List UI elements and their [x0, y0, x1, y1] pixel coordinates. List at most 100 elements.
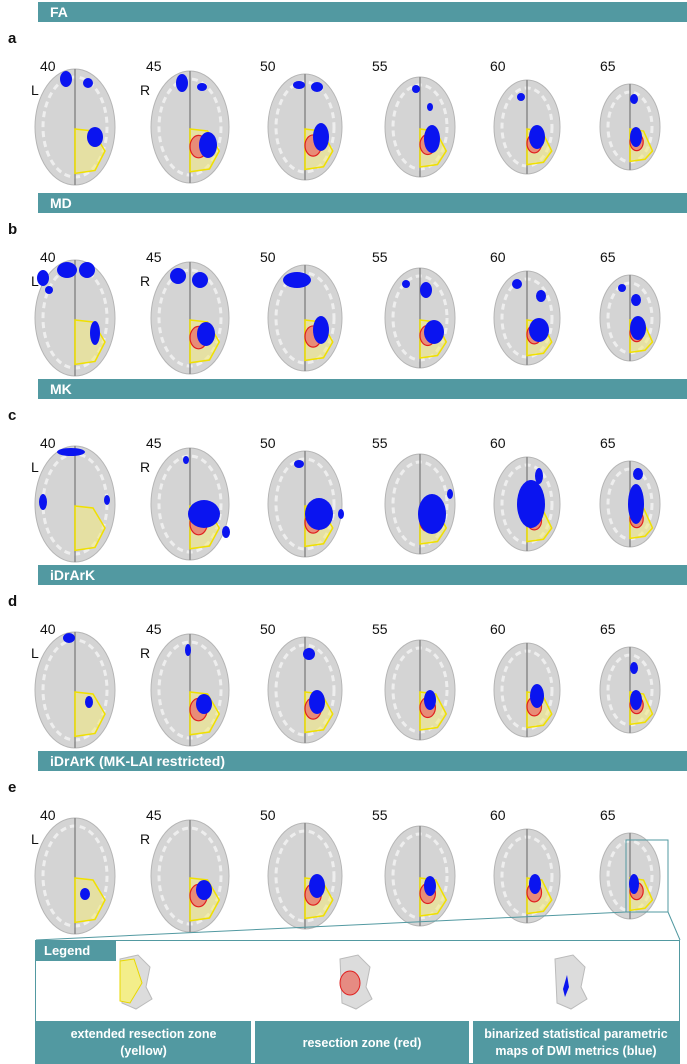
slice-label: 45: [146, 58, 162, 74]
brain-slice: [267, 264, 343, 372]
dwi-blob: [188, 500, 220, 528]
brain-slice: [150, 70, 230, 184]
brain-slice: [384, 76, 456, 178]
panel-header-b: MD: [38, 193, 687, 213]
slice-label: 65: [600, 621, 616, 637]
dwi-blob: [313, 123, 329, 151]
dwi-blob: [424, 690, 436, 710]
orientation-left: L: [31, 645, 39, 661]
dwi-blob: [631, 294, 641, 306]
dwi-blob: [283, 272, 311, 288]
dwi-blob: [628, 484, 644, 524]
brain-slice: [34, 631, 116, 749]
brain-slices-row: [34, 445, 661, 563]
dwi-blob: [176, 74, 188, 92]
brain-slice: [599, 832, 661, 920]
dwi-blob: [79, 262, 95, 278]
dwi-blob: [196, 694, 212, 714]
dwi-blob: [309, 690, 325, 714]
dwi-blob: [517, 93, 525, 101]
dwi-blob: [536, 290, 546, 302]
dwi-blob: [39, 494, 47, 510]
panel-header-d: iDrArK: [38, 565, 687, 585]
dwi-blob: [293, 81, 305, 89]
dwi-blob: [424, 876, 436, 896]
legend-caption: resection zone (red): [255, 1021, 469, 1064]
legend-caption: binarized statistical parametric maps of …: [473, 1021, 679, 1064]
brain-slice: [34, 68, 116, 186]
dwi-blob: [57, 262, 77, 278]
extended-resection-zone: [74, 691, 106, 738]
brain-slice: [267, 636, 343, 744]
dwi-blob: [303, 648, 315, 660]
dwi-blob: [45, 286, 53, 294]
slice-label: 55: [372, 249, 388, 265]
brain-slice: [493, 642, 561, 738]
slice-label: 45: [146, 249, 162, 265]
dwi-blob: [630, 316, 646, 340]
dwi-blob: [447, 489, 453, 499]
dwi-blob: [630, 690, 642, 710]
dwi-blob: [83, 78, 93, 88]
dwi-blob: [60, 71, 72, 87]
dwi-blob: [402, 280, 410, 288]
dwi-blob: [63, 633, 75, 643]
brain-slice: [384, 453, 456, 555]
dwi-blob: [424, 125, 440, 153]
dwi-blob: [529, 125, 545, 149]
legend-caption: extended resection zone (yellow): [36, 1021, 251, 1064]
dwi-blob: [311, 82, 323, 92]
dwi-blob: [338, 509, 344, 519]
brain-slice: [267, 450, 344, 558]
brain-slices-row: [34, 68, 661, 186]
panel-letter: d: [8, 593, 18, 610]
slice-label: 55: [372, 807, 388, 823]
slice-label: 55: [372, 58, 388, 74]
dwi-blob: [517, 480, 545, 528]
dwi-blob: [305, 498, 333, 530]
brain-slice: [150, 633, 230, 747]
dwi-blob: [618, 284, 626, 292]
slice-label: 60: [490, 807, 506, 823]
brain-slice: [150, 447, 230, 561]
dwi-blob: [196, 880, 212, 900]
slice-label: 50: [260, 249, 276, 265]
slice-label: 60: [490, 621, 506, 637]
slice-label: 55: [372, 621, 388, 637]
orientation-right: R: [140, 273, 151, 289]
slice-label: 65: [600, 58, 616, 74]
dwi-blob: [512, 279, 522, 289]
brain-slice: [384, 639, 456, 741]
dwi-blob: [85, 696, 93, 708]
dwi-blob: [630, 127, 642, 147]
slice-label: 60: [490, 435, 506, 451]
slice-label: 45: [146, 435, 162, 451]
slice-label: 50: [260, 807, 276, 823]
brain-slice: [493, 79, 561, 175]
dwi-blob: [630, 662, 638, 674]
dwi-blob: [185, 644, 191, 656]
panel-header-a: FA: [38, 2, 687, 22]
dwi-blob: [633, 468, 643, 480]
dwi-blob: [313, 316, 329, 344]
dwi-blob: [57, 448, 85, 456]
brain-slices-row: [34, 259, 661, 377]
slice-label: 40: [40, 249, 56, 265]
dwi-blob: [183, 456, 189, 464]
dwi-blob: [170, 268, 186, 284]
legend-swatch: [554, 954, 588, 1010]
brain-slice: [599, 274, 661, 362]
brain-slice: [493, 828, 561, 924]
dwi-blob: [529, 318, 549, 342]
orientation-right: R: [140, 831, 151, 847]
dwi-blob: [192, 272, 208, 288]
dwi-blob: [294, 460, 304, 468]
dwi-blob: [418, 494, 446, 534]
panel-letter: b: [8, 221, 18, 238]
brain-slice: [599, 460, 661, 548]
slice-label: 50: [260, 435, 276, 451]
brain-slice: [384, 825, 456, 927]
dwi-blob: [535, 468, 543, 484]
slice-label: 65: [600, 435, 616, 451]
